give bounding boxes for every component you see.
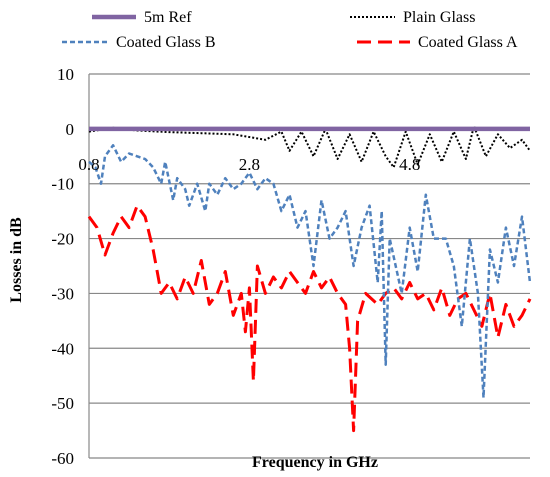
y-tick-label: -60 <box>51 449 74 468</box>
series-line-coated-glass-b <box>88 144 532 399</box>
legend-label-plain-glass: Plain Glass <box>403 9 475 26</box>
legend-label-5m-ref: 5m Ref <box>144 9 192 26</box>
x-tick-label: 0.8 <box>78 155 99 174</box>
y-tick-label: -40 <box>51 339 74 358</box>
legend: 5m Ref Plain Glass Coated Glass B Coated Gl… <box>62 9 518 51</box>
y-tick-labels: 10 0 -10 -20 -30 -40 -50 -60 <box>51 65 74 468</box>
x-tick-label: 4.8 <box>399 155 420 174</box>
x-tick-labels: 0.8 2.8 4.8 <box>78 155 420 174</box>
y-tick-label: -50 <box>51 394 74 413</box>
y-tick-label: -10 <box>51 175 74 194</box>
series-lines <box>87 125 532 433</box>
grid-lines <box>88 73 530 459</box>
x-tick-label: 2.8 <box>239 155 260 174</box>
y-axis-title: Losses in dB <box>8 217 25 303</box>
x-axis-title: Frequency in GHz <box>252 454 378 471</box>
series-line-plain-glass <box>88 125 531 169</box>
y-tick-label: -30 <box>51 284 74 303</box>
y-tick-label: 0 <box>66 120 75 139</box>
series-line-coated-glass-a <box>87 204 532 433</box>
y-tick-label: -20 <box>51 230 74 249</box>
legend-label-coated-glass-a: Coated Glass A <box>418 34 518 51</box>
legend-label-coated-glass-b: Coated Glass B <box>116 34 216 51</box>
y-tick-label: 10 <box>57 65 74 84</box>
